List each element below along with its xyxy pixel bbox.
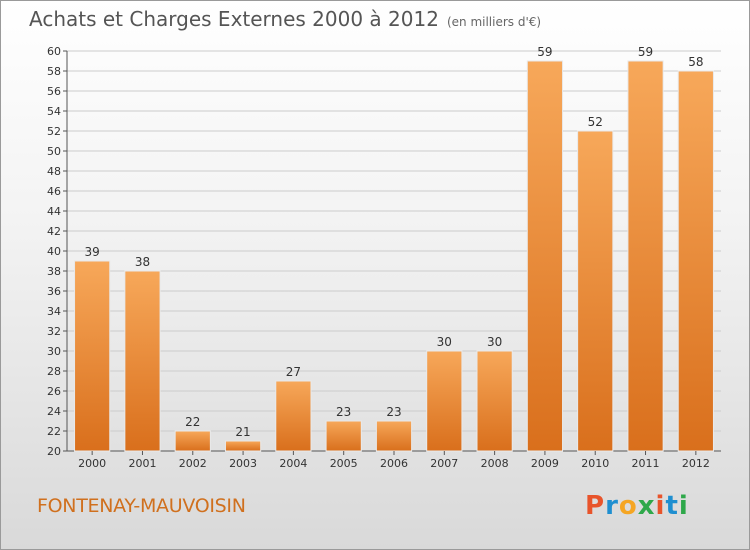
x-tick-label: 2003 bbox=[229, 457, 257, 470]
y-tick-label: 50 bbox=[47, 145, 61, 158]
y-tick-label: 26 bbox=[47, 385, 61, 398]
y-tick-label: 34 bbox=[47, 305, 61, 318]
x-tick-label: 2002 bbox=[179, 457, 207, 470]
x-tick-label: 2004 bbox=[279, 457, 307, 470]
data-label: 38 bbox=[135, 255, 150, 269]
bar bbox=[375, 420, 413, 452]
y-tick-label: 36 bbox=[47, 285, 61, 298]
y-tick-label: 56 bbox=[47, 85, 61, 98]
bar bbox=[476, 350, 513, 452]
data-label: 59 bbox=[537, 45, 552, 59]
data-label: 59 bbox=[638, 45, 653, 59]
bar bbox=[577, 130, 614, 452]
bar bbox=[275, 380, 312, 452]
y-tick-label: 58 bbox=[47, 65, 61, 78]
data-label: 27 bbox=[286, 365, 301, 379]
chart-subtitle: (en milliers d'€) bbox=[446, 15, 542, 29]
x-tick-label: 2008 bbox=[481, 457, 509, 470]
logo-letter: i bbox=[655, 491, 666, 521]
proxiti-logo[interactable]: Proxiti bbox=[585, 491, 689, 521]
y-tick-label: 30 bbox=[47, 345, 61, 358]
bar bbox=[174, 430, 211, 452]
y-tick-label: 54 bbox=[47, 105, 61, 118]
data-label: 30 bbox=[487, 335, 502, 349]
y-tick-label: 28 bbox=[47, 365, 61, 378]
bar bbox=[627, 60, 664, 452]
x-tick-label: 2012 bbox=[682, 457, 710, 470]
x-tick-label: 2007 bbox=[430, 457, 458, 470]
data-label: 52 bbox=[588, 115, 603, 129]
bar bbox=[325, 420, 362, 452]
x-tick-label: 2011 bbox=[632, 457, 660, 470]
x-tick-label: 2006 bbox=[380, 457, 408, 470]
data-label: 30 bbox=[437, 335, 452, 349]
x-tick-label: 2000 bbox=[78, 457, 106, 470]
logo-letter: i bbox=[678, 491, 689, 521]
y-tick-label: 22 bbox=[47, 425, 61, 438]
bar bbox=[526, 60, 564, 452]
bar bbox=[677, 70, 714, 452]
bar bbox=[124, 270, 161, 452]
y-tick-label: 20 bbox=[47, 445, 61, 458]
x-tick-label: 2001 bbox=[128, 457, 156, 470]
bar bbox=[426, 350, 463, 452]
y-tick-label: 60 bbox=[47, 45, 61, 58]
y-tick-label: 24 bbox=[47, 405, 61, 418]
logo-letter: r bbox=[605, 491, 619, 521]
data-label: 39 bbox=[85, 245, 100, 259]
data-label: 22 bbox=[185, 415, 200, 429]
commune-name: FONTENAY-MAUVOISIN bbox=[37, 495, 246, 517]
logo-letter: P bbox=[585, 491, 606, 521]
logo-letter: o bbox=[618, 491, 638, 521]
y-tick-label: 48 bbox=[47, 165, 61, 178]
y-tick-label: 32 bbox=[47, 325, 61, 338]
y-tick-label: 40 bbox=[47, 245, 61, 258]
chart-title: Achats et Charges Externes 2000 à 2012 (e… bbox=[29, 7, 541, 31]
bar bbox=[224, 440, 262, 452]
y-tick-label: 38 bbox=[47, 265, 61, 278]
data-label: 23 bbox=[386, 405, 401, 419]
x-tick-label: 2009 bbox=[531, 457, 559, 470]
y-tick-label: 52 bbox=[47, 125, 61, 138]
y-tick-label: 44 bbox=[47, 205, 61, 218]
logo-letter: x bbox=[637, 491, 656, 521]
data-label: 21 bbox=[235, 425, 250, 439]
data-label: 58 bbox=[688, 55, 703, 69]
bar bbox=[74, 260, 111, 452]
x-tick-label: 2010 bbox=[581, 457, 609, 470]
data-label: 23 bbox=[336, 405, 351, 419]
y-tick-label: 46 bbox=[47, 185, 61, 198]
y-tick-label: 42 bbox=[47, 225, 61, 238]
logo-letter: t bbox=[665, 491, 679, 521]
title-text: Achats et Charges Externes 2000 à 2012 bbox=[29, 7, 439, 31]
x-tick-label: 2005 bbox=[330, 457, 358, 470]
